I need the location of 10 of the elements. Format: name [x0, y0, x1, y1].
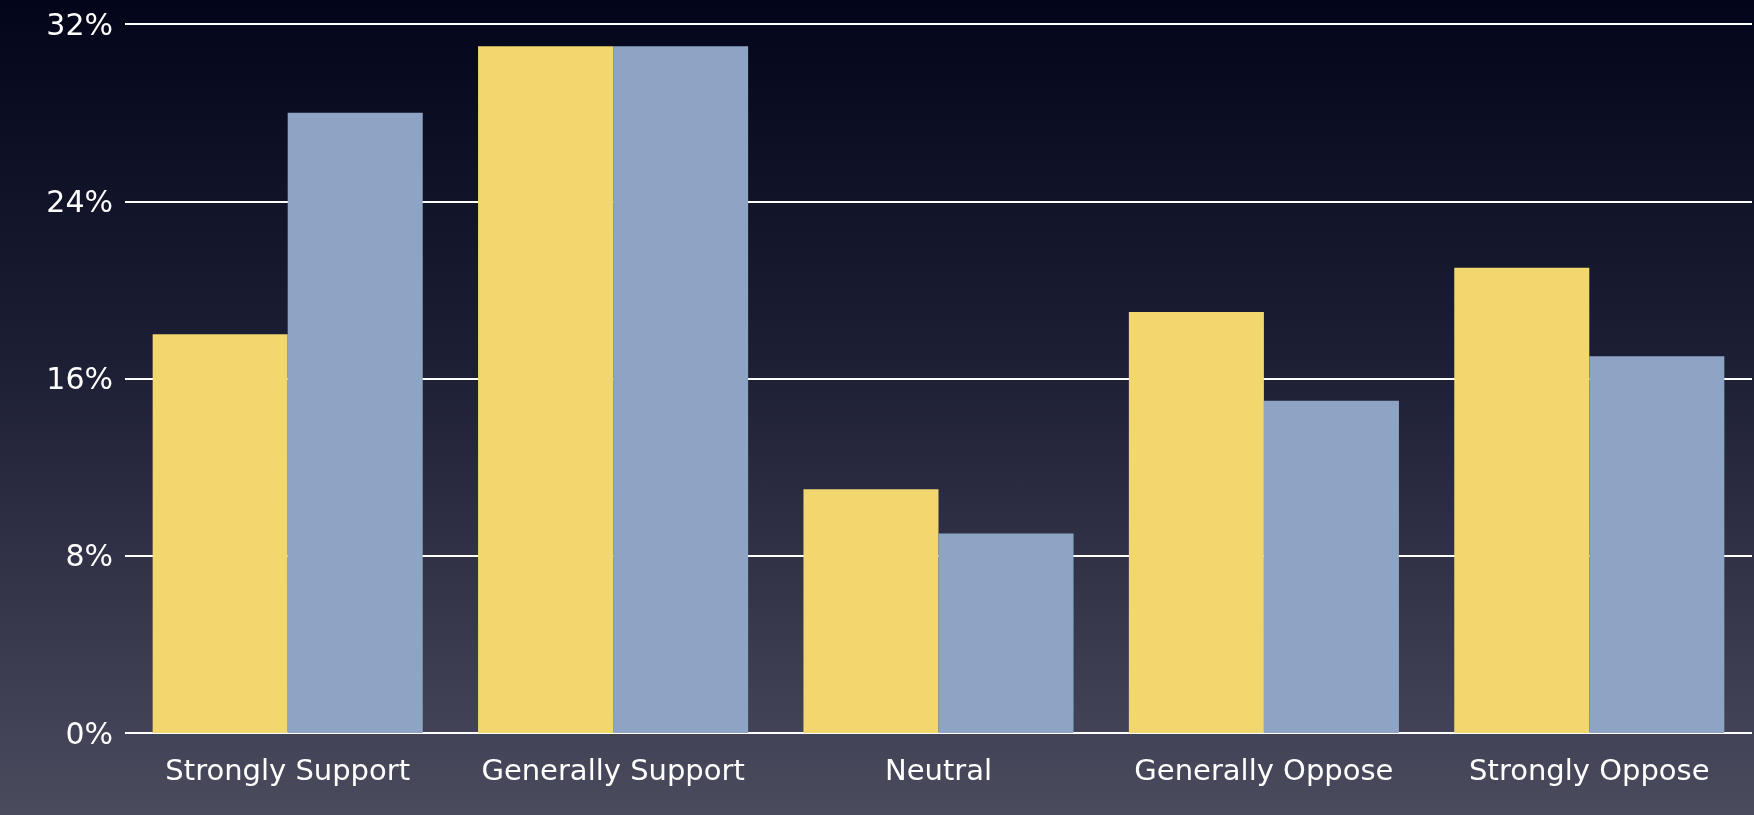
- x-tick-label: Generally Oppose: [1134, 752, 1394, 787]
- y-tick-label: 24%: [46, 183, 113, 219]
- y-tick-label: 32%: [46, 6, 113, 42]
- x-tick-label: Strongly Support: [165, 752, 411, 787]
- x-tick-label: Neutral: [884, 752, 993, 787]
- x-tick-label: Strongly Oppose: [1469, 752, 1710, 787]
- y-tick-label: 0%: [65, 715, 113, 751]
- x-tick-label: Generally Support: [481, 752, 745, 787]
- y-tick-label: 8%: [65, 538, 113, 574]
- y-tick-label: 16%: [46, 361, 113, 396]
